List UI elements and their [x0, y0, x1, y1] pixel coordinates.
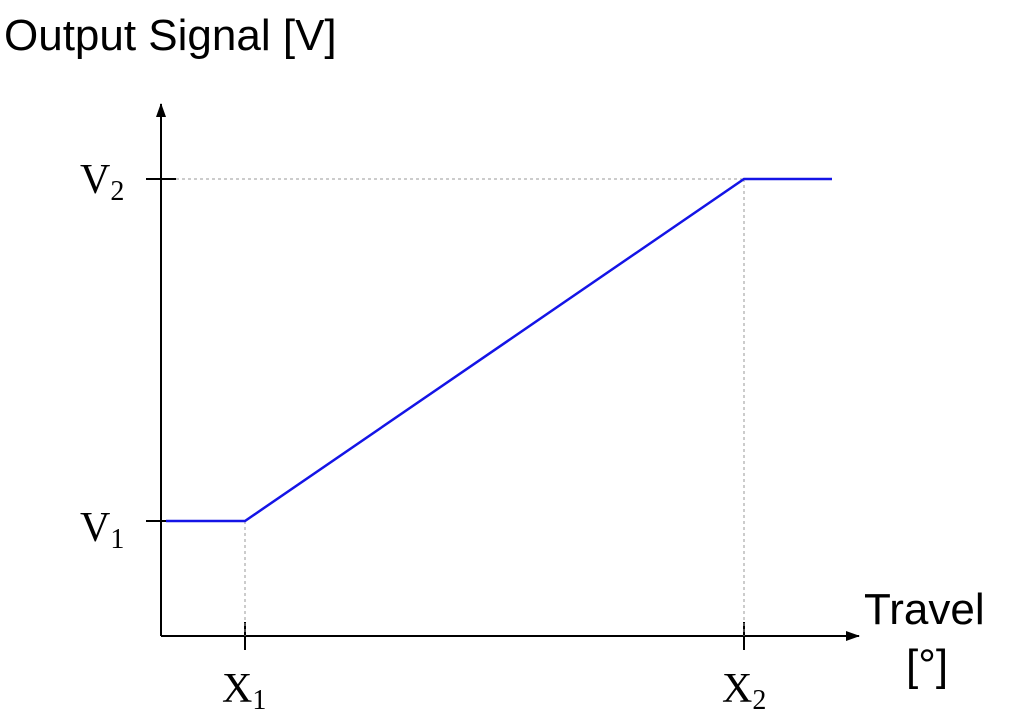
x-tick-label-1: X1: [222, 666, 266, 716]
y-axis-title: Output Signal [V]: [4, 11, 337, 60]
x-tick-label-2: X2: [722, 666, 766, 716]
y-tick-label-1: V1: [80, 505, 124, 555]
x-axis-title: Travel: [864, 585, 985, 634]
y-tick-label-2: V2: [80, 157, 124, 207]
series-line: [166, 177, 832, 523]
x-axis-unit: [°]: [906, 641, 948, 690]
